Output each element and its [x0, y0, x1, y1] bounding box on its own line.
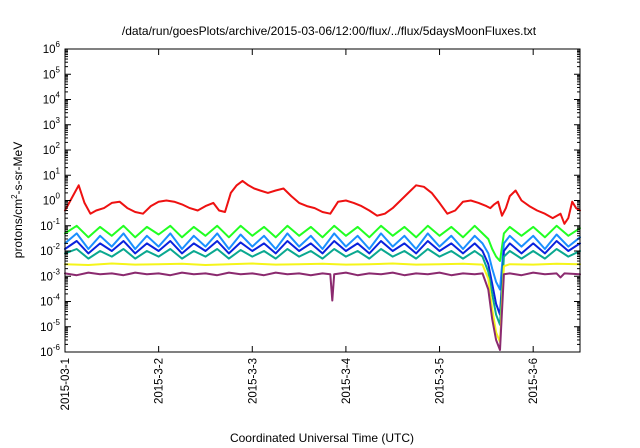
y-tick-exponent: 0	[56, 192, 61, 201]
y-tick-base: 10	[43, 95, 56, 107]
x-tick-label: 2015-3-3	[247, 358, 259, 404]
y-tick-exponent: -6	[53, 343, 61, 352]
y-tick-label: 103	[43, 116, 61, 132]
y-tick-label: 100	[43, 192, 61, 208]
y-tick-exponent: -2	[53, 242, 61, 251]
chart-title: /data/run/goesPlots/archive/2015-03-06/1…	[122, 24, 537, 38]
y-tick-label: 10-1	[40, 217, 60, 233]
y-tick-base: 10	[40, 221, 53, 233]
y-tick-label: 10-2	[40, 242, 60, 258]
y-tick-label: 101	[43, 166, 61, 182]
y-axis-title-superscript: 2	[10, 194, 19, 199]
y-tick-label: 10-3	[40, 267, 60, 283]
series-layer	[64, 179, 581, 351]
x-tick-label: 2015-3-6	[528, 358, 540, 404]
y-tick-label: 104	[43, 91, 61, 107]
y-tick-base: 10	[43, 69, 56, 81]
y-tick-label: 105	[43, 65, 61, 81]
y-tick-exponent: -1	[53, 217, 61, 226]
y-tick-base: 10	[43, 196, 56, 208]
y-tick-label: 10-5	[40, 318, 60, 334]
y-tick-exponent: -4	[53, 293, 61, 302]
y-tick-base: 10	[40, 246, 53, 258]
y-tick-exponent: 1	[56, 166, 61, 175]
y-tick-exponent: -5	[53, 318, 61, 327]
y-tick-base: 10	[43, 120, 56, 132]
x-axis: 2015-03-1 2015-3-2 2015-3-3 2015-3-4 2015-3-…	[60, 49, 540, 410]
series-line-7	[64, 271, 581, 351]
y-tick-base: 10	[43, 145, 56, 157]
y-tick-base: 10	[40, 322, 53, 334]
y-tick-label: 10-6	[40, 343, 60, 359]
x-tick-label: 2015-3-2	[154, 358, 166, 404]
series-line-3	[64, 232, 581, 291]
y-tick-base: 10	[40, 297, 53, 309]
series-line-2	[64, 224, 581, 262]
y-tick-exponent: 3	[56, 116, 61, 125]
y-tick-base: 10	[40, 347, 53, 359]
x-axis-title: Coordinated Universal Time (UTC)	[230, 431, 414, 445]
y-tick-label: 106	[43, 40, 61, 56]
y-tick-exponent: 6	[56, 40, 61, 49]
series-line-1	[64, 179, 581, 225]
y-axis-title-main: protons/cm	[11, 199, 25, 258]
y-tick-label: 102	[43, 141, 61, 157]
y-axis: 10-610-510-410-310-210-11001011021031041…	[40, 40, 580, 359]
x-tick-label: 2015-03-1	[60, 358, 72, 410]
y-tick-exponent: 5	[56, 65, 61, 74]
x-tick-label: 2015-3-4	[341, 357, 353, 404]
y-tick-base: 10	[43, 170, 56, 182]
y-tick-base: 10	[40, 271, 53, 283]
y-tick-base: 10	[43, 44, 56, 56]
y-tick-label: 10-4	[40, 293, 60, 309]
y-tick-exponent: 4	[56, 91, 61, 100]
y-tick-exponent: -3	[53, 267, 61, 276]
y-tick-exponent: 2	[56, 141, 61, 150]
y-axis-title-units: -s-sr-MeV	[11, 142, 25, 195]
y-axis-title: protons/cm2-s-sr-MeV	[10, 142, 25, 258]
x-tick-label: 2015-3-5	[435, 358, 447, 404]
